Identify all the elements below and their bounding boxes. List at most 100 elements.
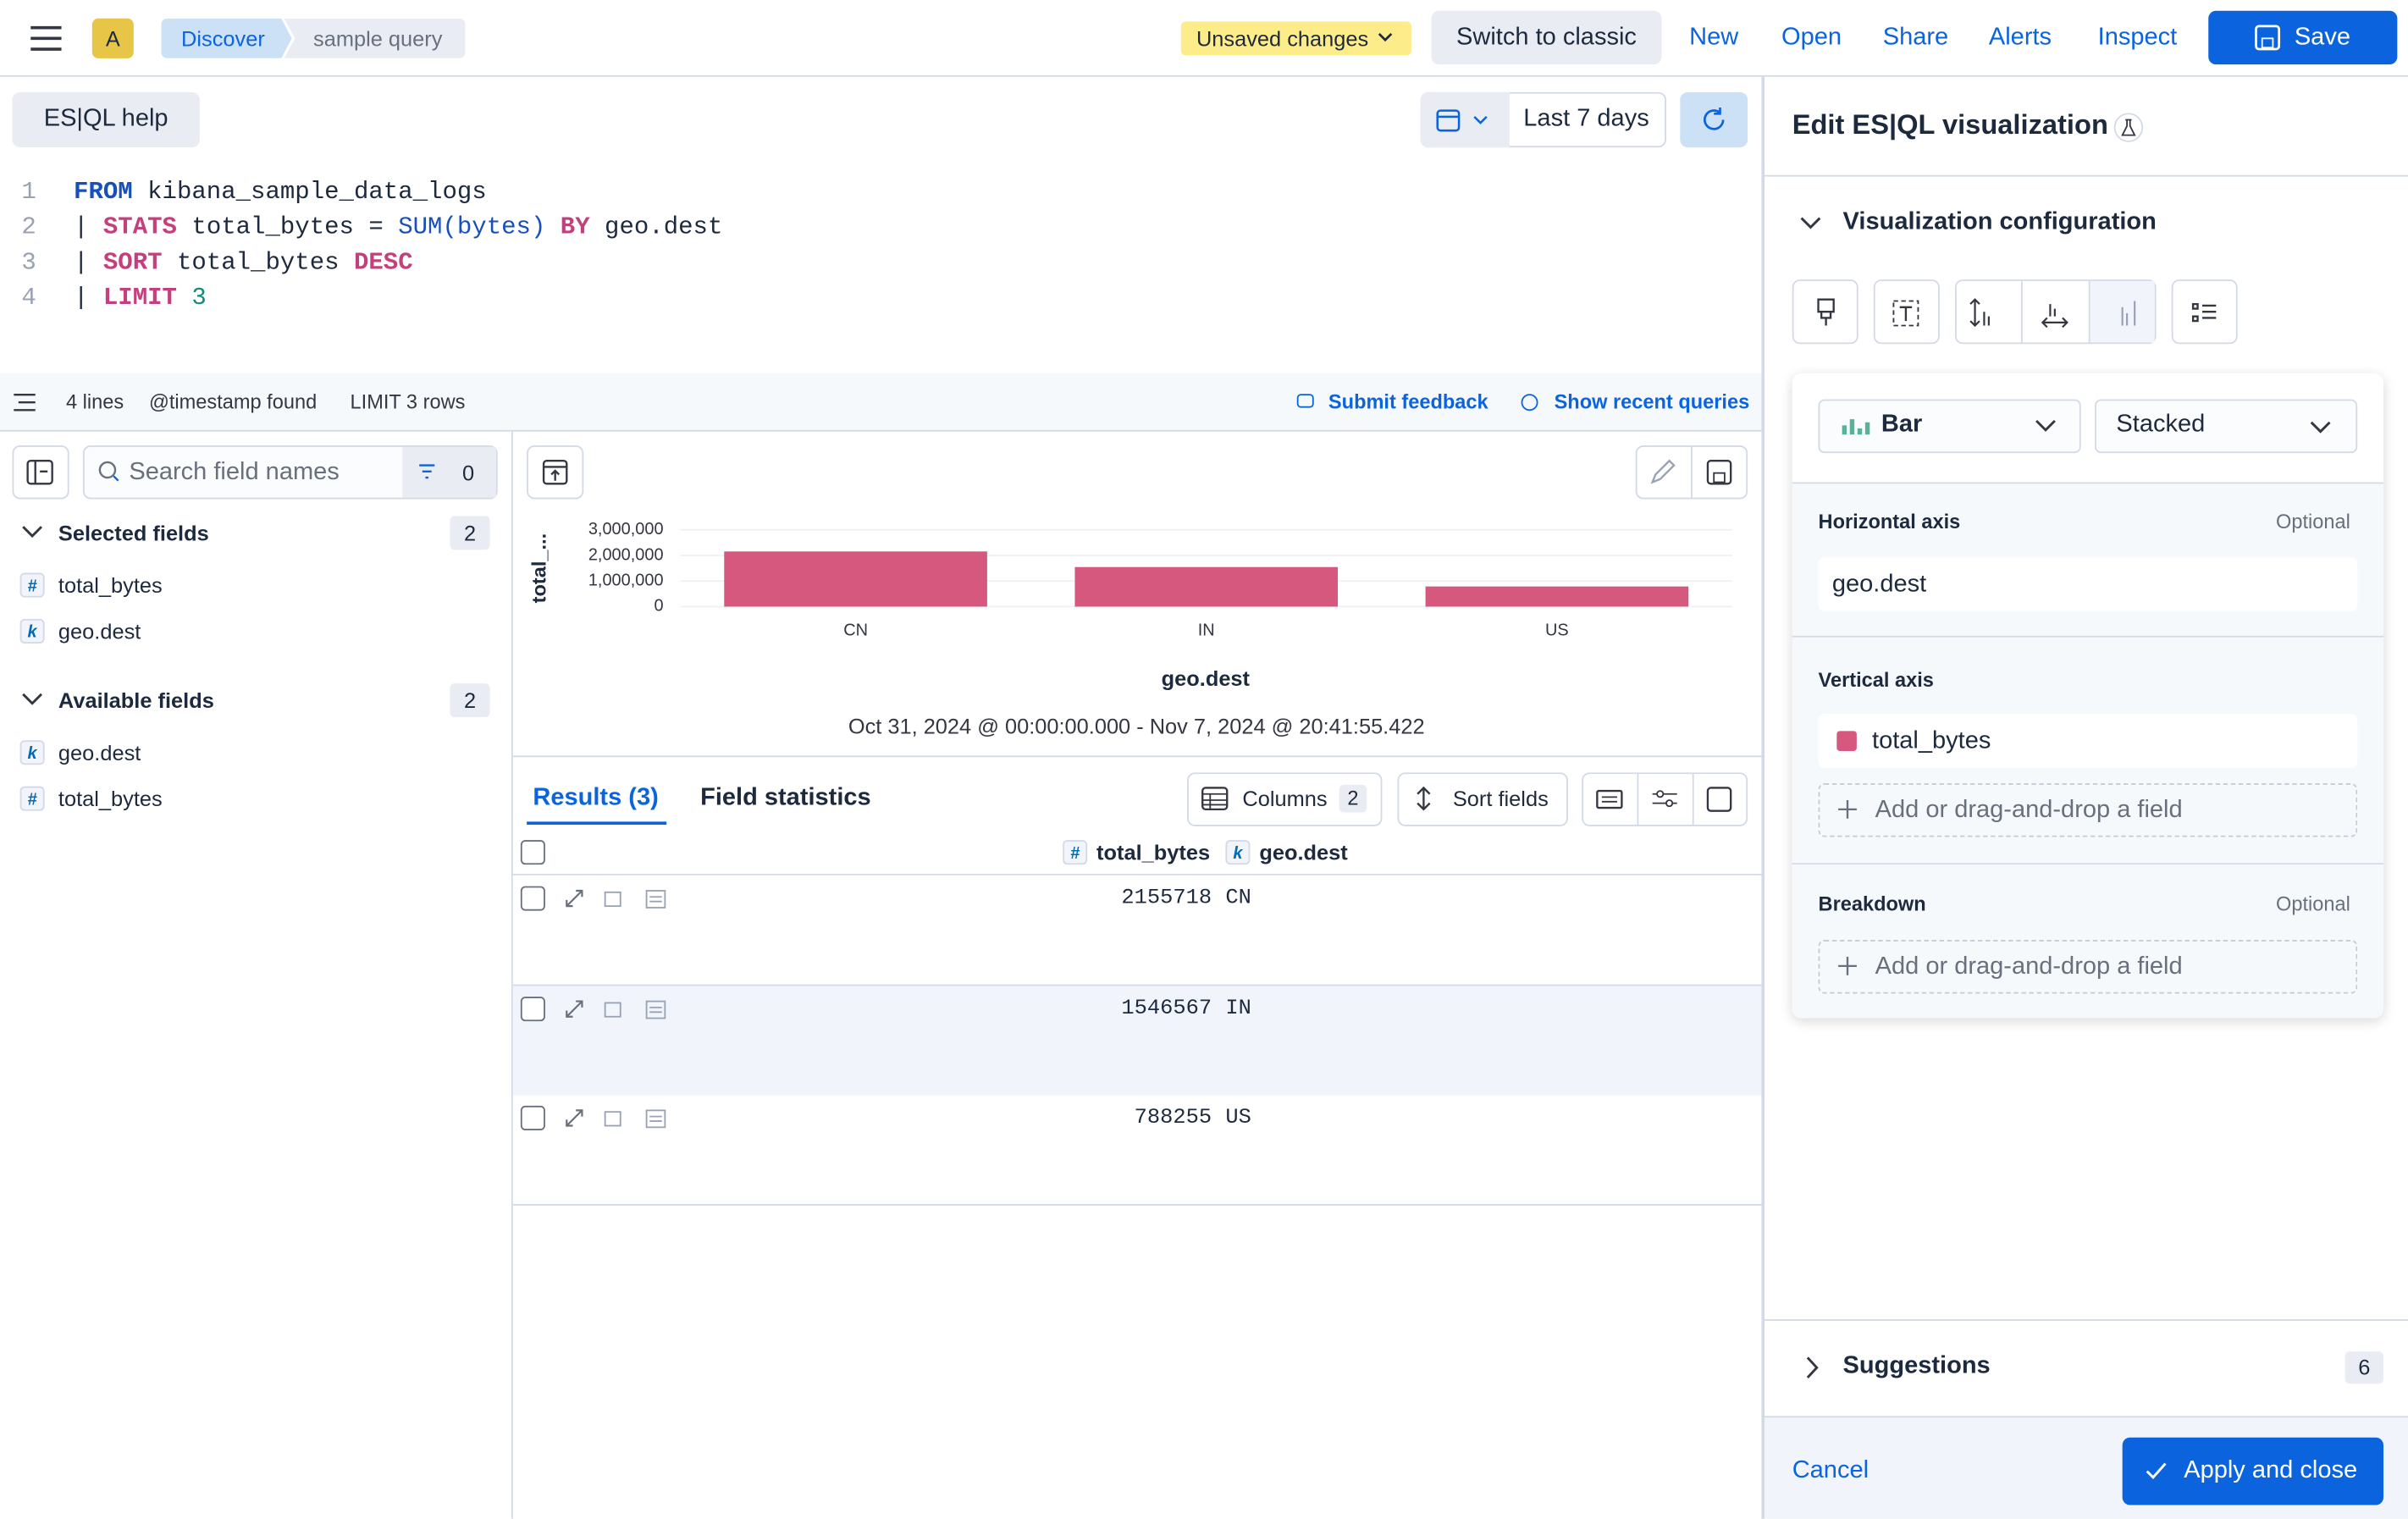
y-tick-label: 2,000,000: [588, 545, 664, 564]
group-count: 2: [450, 683, 490, 718]
menu-icon[interactable]: [30, 25, 62, 52]
keyword: SORT: [102, 248, 163, 277]
tab-active[interactable]: Results (3): [533, 784, 659, 811]
group-title[interactable]: Selected fields: [58, 520, 209, 545]
row-checkbox[interactable]: [520, 886, 545, 911]
row-checkbox[interactable]: [520, 996, 545, 1021]
recent-link[interactable]: Show recent queries: [1554, 389, 1750, 413]
group-title[interactable]: Available fields: [58, 688, 214, 713]
nav-link[interactable]: Share: [1882, 25, 1949, 51]
field-chip[interactable]: total_bytes: [1818, 714, 2358, 768]
y-axis-title: total_...: [528, 533, 550, 603]
section-title[interactable]: Suggestions: [1842, 1352, 1991, 1379]
grid-tools[interactable]: [1582, 772, 1748, 826]
nav-link[interactable]: Inspect: [2097, 25, 2178, 51]
columns-icon: [1201, 787, 1229, 811]
nav-link[interactable]: Open: [1781, 25, 1842, 51]
help-button[interactable]: ES|QL help: [12, 91, 200, 148]
tab[interactable]: Field statistics: [700, 784, 871, 811]
chevron[interactable]: [1800, 215, 1821, 230]
chart-subtitle: Oct 31, 2024 @ 00:00:00.000 - Nov 7, 202…: [848, 715, 1425, 738]
cell-keyword: US: [1225, 1105, 1251, 1130]
filter-button[interactable]: [402, 446, 496, 498]
collapse-button[interactable]: [12, 445, 69, 500]
bar: [1074, 566, 1339, 607]
cancel-button[interactable]: Cancel: [1792, 1457, 1870, 1484]
field-name[interactable]: total_bytes: [58, 572, 163, 598]
save-button[interactable]: Save: [2208, 10, 2398, 65]
refresh-button[interactable]: [1680, 91, 1748, 148]
chart-option-icon: [542, 459, 568, 485]
field-chip[interactable]: geo.dest: [1818, 557, 2358, 611]
field-name[interactable]: geo.dest: [58, 618, 141, 644]
chevron[interactable]: [21, 693, 42, 708]
code-line: | STATS total_bytes = SUM(bytes) BY geo.…: [74, 213, 722, 241]
section-title[interactable]: Visualization configuration: [1842, 208, 2157, 235]
chevron[interactable]: [21, 525, 42, 540]
divider: [1637, 774, 1639, 826]
field-name[interactable]: geo.dest: [58, 740, 141, 765]
label: Unsaved changes: [1196, 25, 1369, 51]
table-row[interactable]: [512, 985, 1762, 1096]
mode-select[interactable]: [2095, 399, 2358, 454]
row-actions[interactable]: [564, 887, 668, 909]
header: [0, 0, 2408, 77]
columns-count: 2: [1339, 784, 1367, 813]
search-placeholder: Search field names: [129, 459, 340, 486]
status-text: 4 lines: [65, 389, 124, 413]
breadcrumb[interactable]: Discover: [161, 18, 292, 58]
row-actions[interactable]: [564, 1107, 668, 1129]
column-header[interactable]: geo.dest: [1259, 840, 1348, 865]
nav-link[interactable]: Alerts: [1988, 25, 2052, 51]
select-all[interactable]: [520, 840, 545, 865]
code-line: | LIMIT 3: [74, 284, 207, 312]
chevron: [1378, 32, 1393, 42]
chart-type-select[interactable]: [1818, 399, 2081, 454]
y-tick-label: 0: [654, 597, 663, 616]
field-type-icon: #: [19, 785, 45, 810]
number: 3: [176, 284, 207, 312]
time-range[interactable]: Last 7 days: [1523, 106, 1649, 132]
divider: [1692, 774, 1694, 826]
cell-number: 2155718: [1121, 886, 1212, 911]
switch-button[interactable]: Switch to classic: [1431, 10, 1662, 65]
apply-button[interactable]: Apply and close: [2122, 1437, 2384, 1505]
calendar-button[interactable]: [1420, 91, 1510, 148]
row-actions[interactable]: [564, 997, 668, 1019]
tab-underline: [527, 821, 667, 826]
add-field[interactable]: Add or drag-and-drop a field: [1818, 783, 2358, 837]
column-header[interactable]: total_bytes: [1096, 840, 1211, 865]
status-text: LIMIT 3 rows: [350, 389, 466, 413]
table-row[interactable]: [512, 875, 1762, 986]
cell-number: 1546567: [1121, 996, 1212, 1021]
source: kibana_sample_data_logs: [132, 178, 487, 207]
table-row[interactable]: [512, 1095, 1762, 1206]
pipe: |: [74, 213, 103, 241]
unsaved-badge[interactable]: Unsaved changes: [1180, 21, 1411, 56]
sort-button[interactable]: [1397, 772, 1568, 826]
expr: geo.dest: [589, 213, 723, 241]
field-type-icon: k: [19, 618, 45, 644]
cell-keyword: CN: [1225, 886, 1251, 911]
add-field[interactable]: Add or drag-and-drop a field: [1818, 940, 2358, 994]
divider: [2020, 280, 2023, 343]
pipe: |: [74, 284, 103, 312]
avatar[interactable]: A: [91, 18, 134, 58]
row-checkbox[interactable]: [520, 1105, 545, 1130]
keyword: FROM: [74, 178, 133, 207]
collapse-icon: [26, 459, 53, 485]
color-swatch[interactable]: [1836, 731, 1857, 751]
field-name[interactable]: total_bytes: [58, 785, 163, 810]
chart-action-icons[interactable]: [1649, 459, 1736, 485]
column-type-icon: k: [1225, 840, 1251, 865]
mode: Stacked: [2116, 412, 2206, 438]
y-tick-label: 3,000,000: [588, 520, 664, 539]
keyword: DESC: [353, 248, 413, 277]
nav-link[interactable]: New: [1689, 25, 1739, 51]
divider: [1765, 174, 2408, 177]
chevron[interactable]: [1804, 1356, 1820, 1379]
keyword: LIMIT: [102, 284, 177, 312]
feedback-link[interactable]: Submit feedback: [1328, 389, 1488, 413]
